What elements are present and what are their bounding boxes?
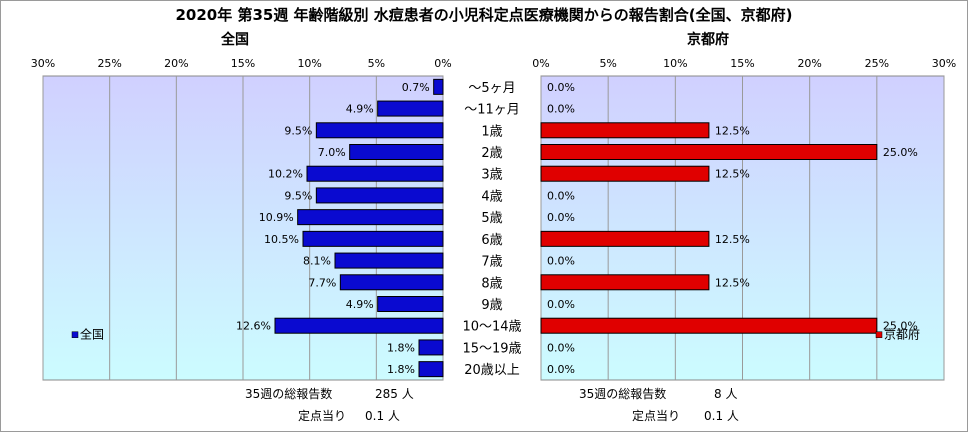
kyoto-bar xyxy=(540,122,710,139)
national-data-label: 8.1% xyxy=(303,255,331,268)
category-label: 15〜19歳 xyxy=(462,341,521,356)
category-label: 7歳 xyxy=(481,255,502,270)
national-bar xyxy=(433,78,444,95)
national-bar xyxy=(339,274,444,291)
kyoto-data-label: 0.0% xyxy=(547,298,575,311)
national-bar xyxy=(297,209,444,226)
national-footer-label: 定点当り xyxy=(298,408,346,423)
right-panel-title: 京都府 xyxy=(687,31,729,48)
national-bar xyxy=(418,339,444,356)
kyoto-data-label: 0.0% xyxy=(547,363,575,376)
left-panel-title: 全国 xyxy=(220,31,249,48)
kyoto-bar xyxy=(540,144,878,160)
kyoto-legend-swatch xyxy=(875,331,883,338)
national-footer-value: 0.1 人 xyxy=(365,409,400,423)
kyoto-data-label: 12.5% xyxy=(715,233,750,246)
kyoto-footer-value: 8 人 xyxy=(714,387,737,401)
national-bar xyxy=(302,230,444,247)
left-x-tick-label: 30% xyxy=(31,57,55,70)
kyoto-bar xyxy=(540,274,710,291)
right-x-tick-label: 10% xyxy=(663,57,687,70)
right-x-tick-label: 5% xyxy=(599,57,616,70)
kyoto-footer-label: 35週の総報告数 xyxy=(579,386,666,401)
kyoto-data-label: 0.0% xyxy=(547,103,575,116)
national-bar xyxy=(349,144,444,160)
national-data-label: 0.7% xyxy=(402,81,430,94)
national-bar xyxy=(334,252,444,269)
kyoto-legend-label: 京都府 xyxy=(884,327,920,342)
national-footer-label: 35週の総報告数 xyxy=(245,386,332,401)
national-data-label: 7.7% xyxy=(308,276,336,289)
category-label: 2歳 xyxy=(481,146,502,161)
left-x-tick-label: 0% xyxy=(434,57,451,70)
right-x-tick-label: 20% xyxy=(797,57,821,70)
national-legend-label: 全国 xyxy=(80,327,104,342)
kyoto-data-label: 12.5% xyxy=(715,168,750,181)
national-bar xyxy=(315,187,444,204)
national-legend-swatch xyxy=(71,331,79,338)
left-x-tick-label: 20% xyxy=(164,57,188,70)
right-x-tick-label: 30% xyxy=(932,57,956,70)
national-data-label: 10.5% xyxy=(264,233,299,246)
right-x-tick-label: 0% xyxy=(532,57,549,70)
right-x-tick-label: 25% xyxy=(865,57,889,70)
national-footer-value: 285 人 xyxy=(375,387,414,401)
national-data-label: 10.9% xyxy=(259,211,294,224)
national-data-label: 1.8% xyxy=(387,341,415,354)
chart-title: 2020年 第35週 年齢階級別 水痘患者の小児科定点医療機関からの報告割合(全… xyxy=(175,6,792,24)
kyoto-data-label: 0.0% xyxy=(547,189,575,202)
national-data-label: 1.8% xyxy=(387,363,415,376)
national-bar xyxy=(315,122,444,139)
national-bar xyxy=(418,361,444,378)
category-label: 20歳以上 xyxy=(464,363,520,378)
kyoto-data-label: 0.0% xyxy=(547,255,575,268)
category-label: 〜5ヶ月 xyxy=(468,81,515,96)
national-data-label: 7.0% xyxy=(318,146,346,159)
national-bar xyxy=(377,296,444,312)
category-label: 1歳 xyxy=(481,124,502,139)
kyoto-data-label: 0.0% xyxy=(547,341,575,354)
national-data-label: 4.9% xyxy=(346,298,374,311)
kyoto-footer-label: 定点当り xyxy=(632,408,680,423)
kyoto-footer-value: 0.1 人 xyxy=(704,409,739,423)
category-label: 10〜14歳 xyxy=(462,320,521,335)
kyoto-data-label: 12.5% xyxy=(715,124,750,137)
national-bar xyxy=(274,317,444,334)
kyoto-bar xyxy=(540,165,710,182)
kyoto-data-label: 25.0% xyxy=(883,146,918,159)
left-x-tick-label: 5% xyxy=(368,57,385,70)
national-data-label: 9.5% xyxy=(284,189,312,202)
category-label: 9歳 xyxy=(481,298,502,313)
national-data-label: 12.6% xyxy=(236,320,271,333)
category-label: 〜11ヶ月 xyxy=(464,103,520,118)
national-data-label: 10.2% xyxy=(268,168,303,181)
category-label: 5歳 xyxy=(481,211,502,226)
category-label: 6歳 xyxy=(481,233,502,248)
kyoto-bar xyxy=(540,317,878,334)
category-label: 4歳 xyxy=(481,189,502,204)
category-label: 3歳 xyxy=(481,168,502,183)
left-x-tick-label: 10% xyxy=(297,57,321,70)
kyoto-data-label: 0.0% xyxy=(547,81,575,94)
national-data-label: 4.9% xyxy=(346,103,374,116)
category-label: 8歳 xyxy=(481,276,502,291)
kyoto-data-label: 0.0% xyxy=(547,211,575,224)
national-data-label: 9.5% xyxy=(284,124,312,137)
kyoto-data-label: 25.0% xyxy=(883,320,918,333)
kyoto-bar xyxy=(540,230,710,247)
kyoto-data-label: 12.5% xyxy=(715,276,750,289)
left-x-tick-label: 25% xyxy=(97,57,121,70)
national-bar xyxy=(306,165,444,182)
right-x-tick-label: 15% xyxy=(730,57,754,70)
national-bar xyxy=(377,100,444,117)
left-x-tick-label: 15% xyxy=(231,57,255,70)
